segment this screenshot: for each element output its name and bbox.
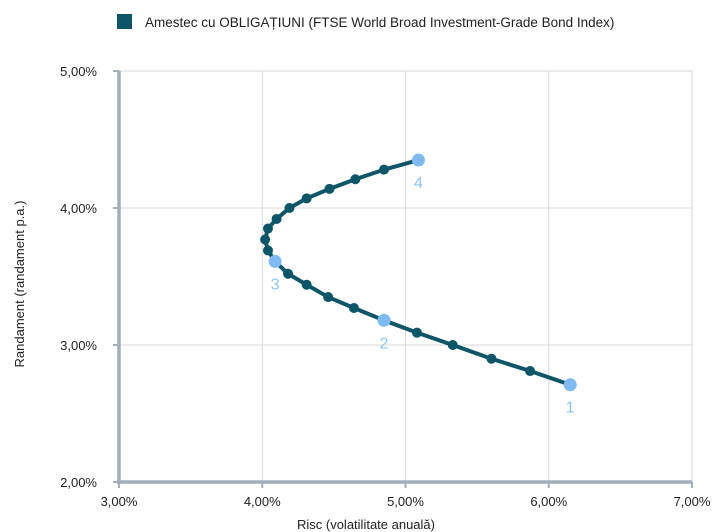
data-point-1 [525, 366, 536, 377]
y-tick-label-2: 4,00% [60, 201, 97, 216]
data-point-12 [260, 234, 271, 245]
data-point-2 [486, 353, 497, 364]
series-line-0 [263, 158, 573, 387]
data-point-7 [323, 292, 334, 303]
data-point-13 [262, 223, 273, 234]
x-tick-label-1: 4,00% [244, 494, 281, 509]
grid [119, 70, 693, 482]
data-point-18 [350, 174, 361, 185]
point-label-3: 3 [271, 276, 280, 293]
x-tick-label-3: 6,00% [530, 494, 567, 509]
highlight-point-3 [268, 254, 282, 268]
x-tick-label-2: 5,00% [387, 494, 424, 509]
point-label-4: 4 [414, 175, 423, 192]
legend: Amestec cu OBLIGAȚIUNI (FTSE World Broad… [117, 14, 614, 30]
data-point-8 [301, 279, 312, 290]
data-point-16 [301, 193, 312, 204]
y-tick-label-1: 3,00% [60, 338, 97, 353]
data-point-3 [447, 340, 458, 350]
data-point-4 [411, 327, 422, 338]
data-point-11 [262, 245, 273, 256]
y-tick-label-0: 2,00% [60, 475, 97, 490]
data-point-9 [283, 268, 294, 279]
legend-swatch [117, 14, 132, 29]
point-label-1: 1 [566, 400, 575, 417]
y-axis-title: Randament (randament p.a.) [12, 201, 27, 368]
point-label-2: 2 [380, 335, 389, 352]
series-line-group: 1 2 3 4 [260, 153, 577, 417]
y-tick-label-3: 5,00% [60, 64, 97, 79]
data-point-15 [284, 203, 295, 213]
data-point-17 [324, 183, 335, 194]
legend-label: Amestec cu OBLIGAȚIUNI (FTSE World Broad… [145, 15, 614, 30]
axes [113, 70, 693, 488]
data-point-19 [379, 164, 390, 175]
x-tick-label-4: 7,00% [674, 494, 711, 509]
x-axis-title: Risc (volatilitate anuală) [297, 517, 435, 532]
x-tick-label-0: 3,00% [101, 494, 138, 509]
highlight-point-1 [563, 378, 577, 392]
tick-labels: 3,00% 4,00% 5,00% 6,00% 7,00% 2,00% 3,00% 4,00%… [60, 64, 711, 509]
highlight-point-4 [411, 153, 425, 167]
data-point-14 [271, 213, 282, 224]
data-point-6 [348, 303, 359, 314]
highlight-point-2 [377, 313, 391, 327]
